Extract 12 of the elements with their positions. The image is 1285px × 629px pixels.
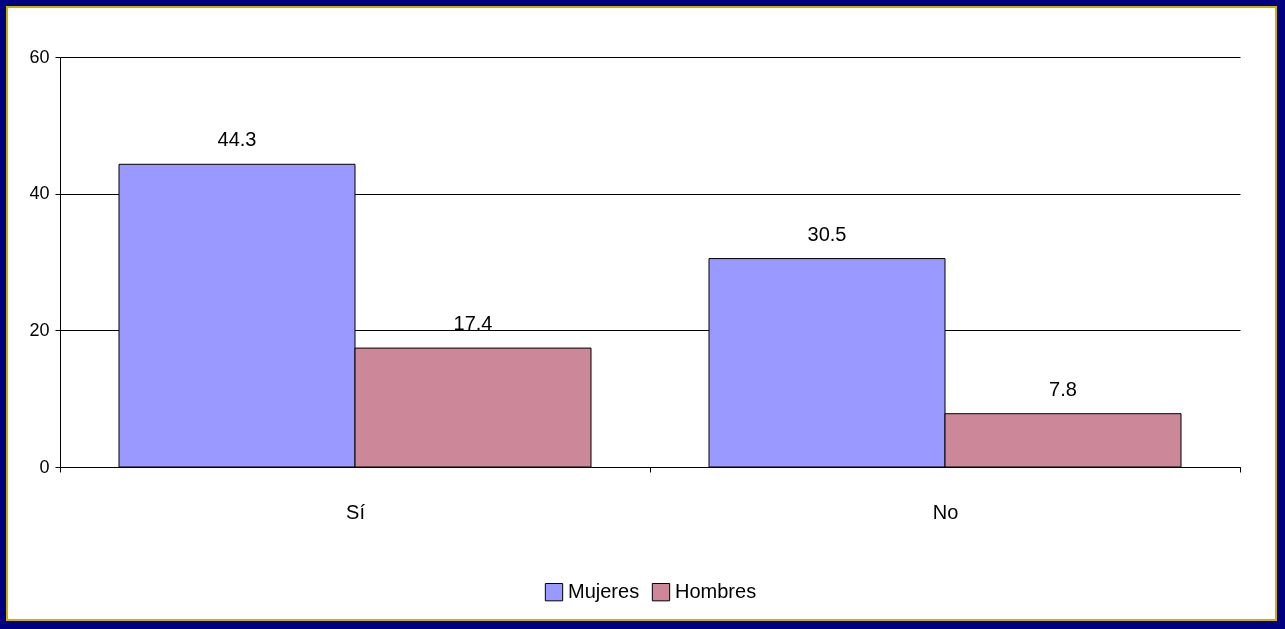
data-label: 44.3 xyxy=(217,128,257,151)
y-tick-label: 60 xyxy=(29,46,50,67)
legend-label: Mujeres xyxy=(568,580,640,603)
y-tick-label: 40 xyxy=(29,183,50,204)
x-tick-label: No xyxy=(932,500,959,523)
data-label: 7.8 xyxy=(1049,377,1077,400)
data-label: 30.5 xyxy=(807,222,847,245)
legend-label: Hombres xyxy=(675,580,757,603)
y-tick-label: 0 xyxy=(39,456,50,477)
x-tick-label: Sí xyxy=(346,500,366,523)
y-tick-label: 20 xyxy=(29,319,50,340)
data-label: 17.4 xyxy=(453,312,493,335)
